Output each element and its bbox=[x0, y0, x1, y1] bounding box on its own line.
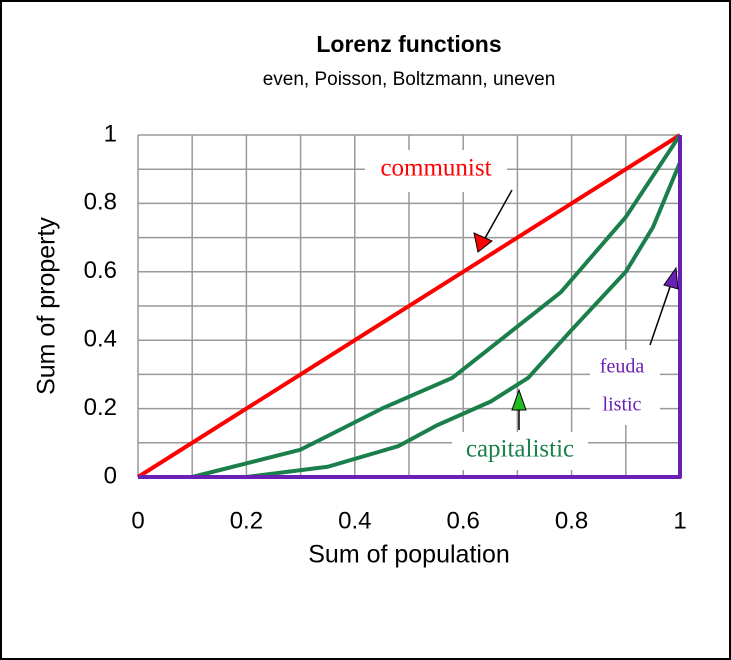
y-tick-label: 1 bbox=[104, 120, 117, 147]
series-line bbox=[136, 133, 682, 479]
series-line bbox=[246, 161, 682, 479]
x-axis-label: Sum of population bbox=[308, 541, 510, 569]
x-tick-label: 0.2 bbox=[230, 507, 263, 534]
x-tick-label: 0.4 bbox=[338, 507, 371, 534]
annotation: capitalistic bbox=[466, 436, 574, 463]
label-bg bbox=[365, 150, 507, 192]
annotations: communist capitalistic feuda listic bbox=[365, 150, 679, 470]
x-tick-label: 0.6 bbox=[447, 507, 480, 534]
series-line bbox=[191, 133, 682, 479]
y-tick-label: 0.8 bbox=[84, 189, 117, 216]
arrow bbox=[649, 283, 672, 346]
series-line bbox=[138, 135, 682, 479]
y-tick-label: 0 bbox=[104, 462, 117, 489]
lines bbox=[136, 133, 682, 479]
arrow-head bbox=[511, 388, 527, 411]
annotation: listic bbox=[603, 394, 642, 416]
chart-title: Lorenz functions bbox=[316, 31, 501, 57]
y-tick-label: 0.6 bbox=[84, 257, 117, 284]
label-bg bbox=[452, 432, 588, 470]
x-tick-label: 0.8 bbox=[555, 507, 588, 534]
label-bg bbox=[590, 350, 660, 425]
chart-subtitle: even, Poisson, Boltzmann, uneven bbox=[263, 69, 556, 90]
arrow-head bbox=[663, 266, 679, 290]
y-axis-label: Sum of property bbox=[33, 217, 61, 395]
grid bbox=[137, 134, 681, 478]
annotation: communist bbox=[380, 155, 491, 182]
x-tick-label: 1 bbox=[673, 507, 686, 534]
arrow-head bbox=[473, 232, 493, 253]
y-tick-label: 0.4 bbox=[84, 326, 117, 353]
arrow bbox=[483, 189, 513, 241]
y-tick-label: 0.2 bbox=[84, 394, 117, 421]
x-tick-label: 0 bbox=[131, 507, 144, 534]
annotation: feuda bbox=[600, 356, 645, 378]
